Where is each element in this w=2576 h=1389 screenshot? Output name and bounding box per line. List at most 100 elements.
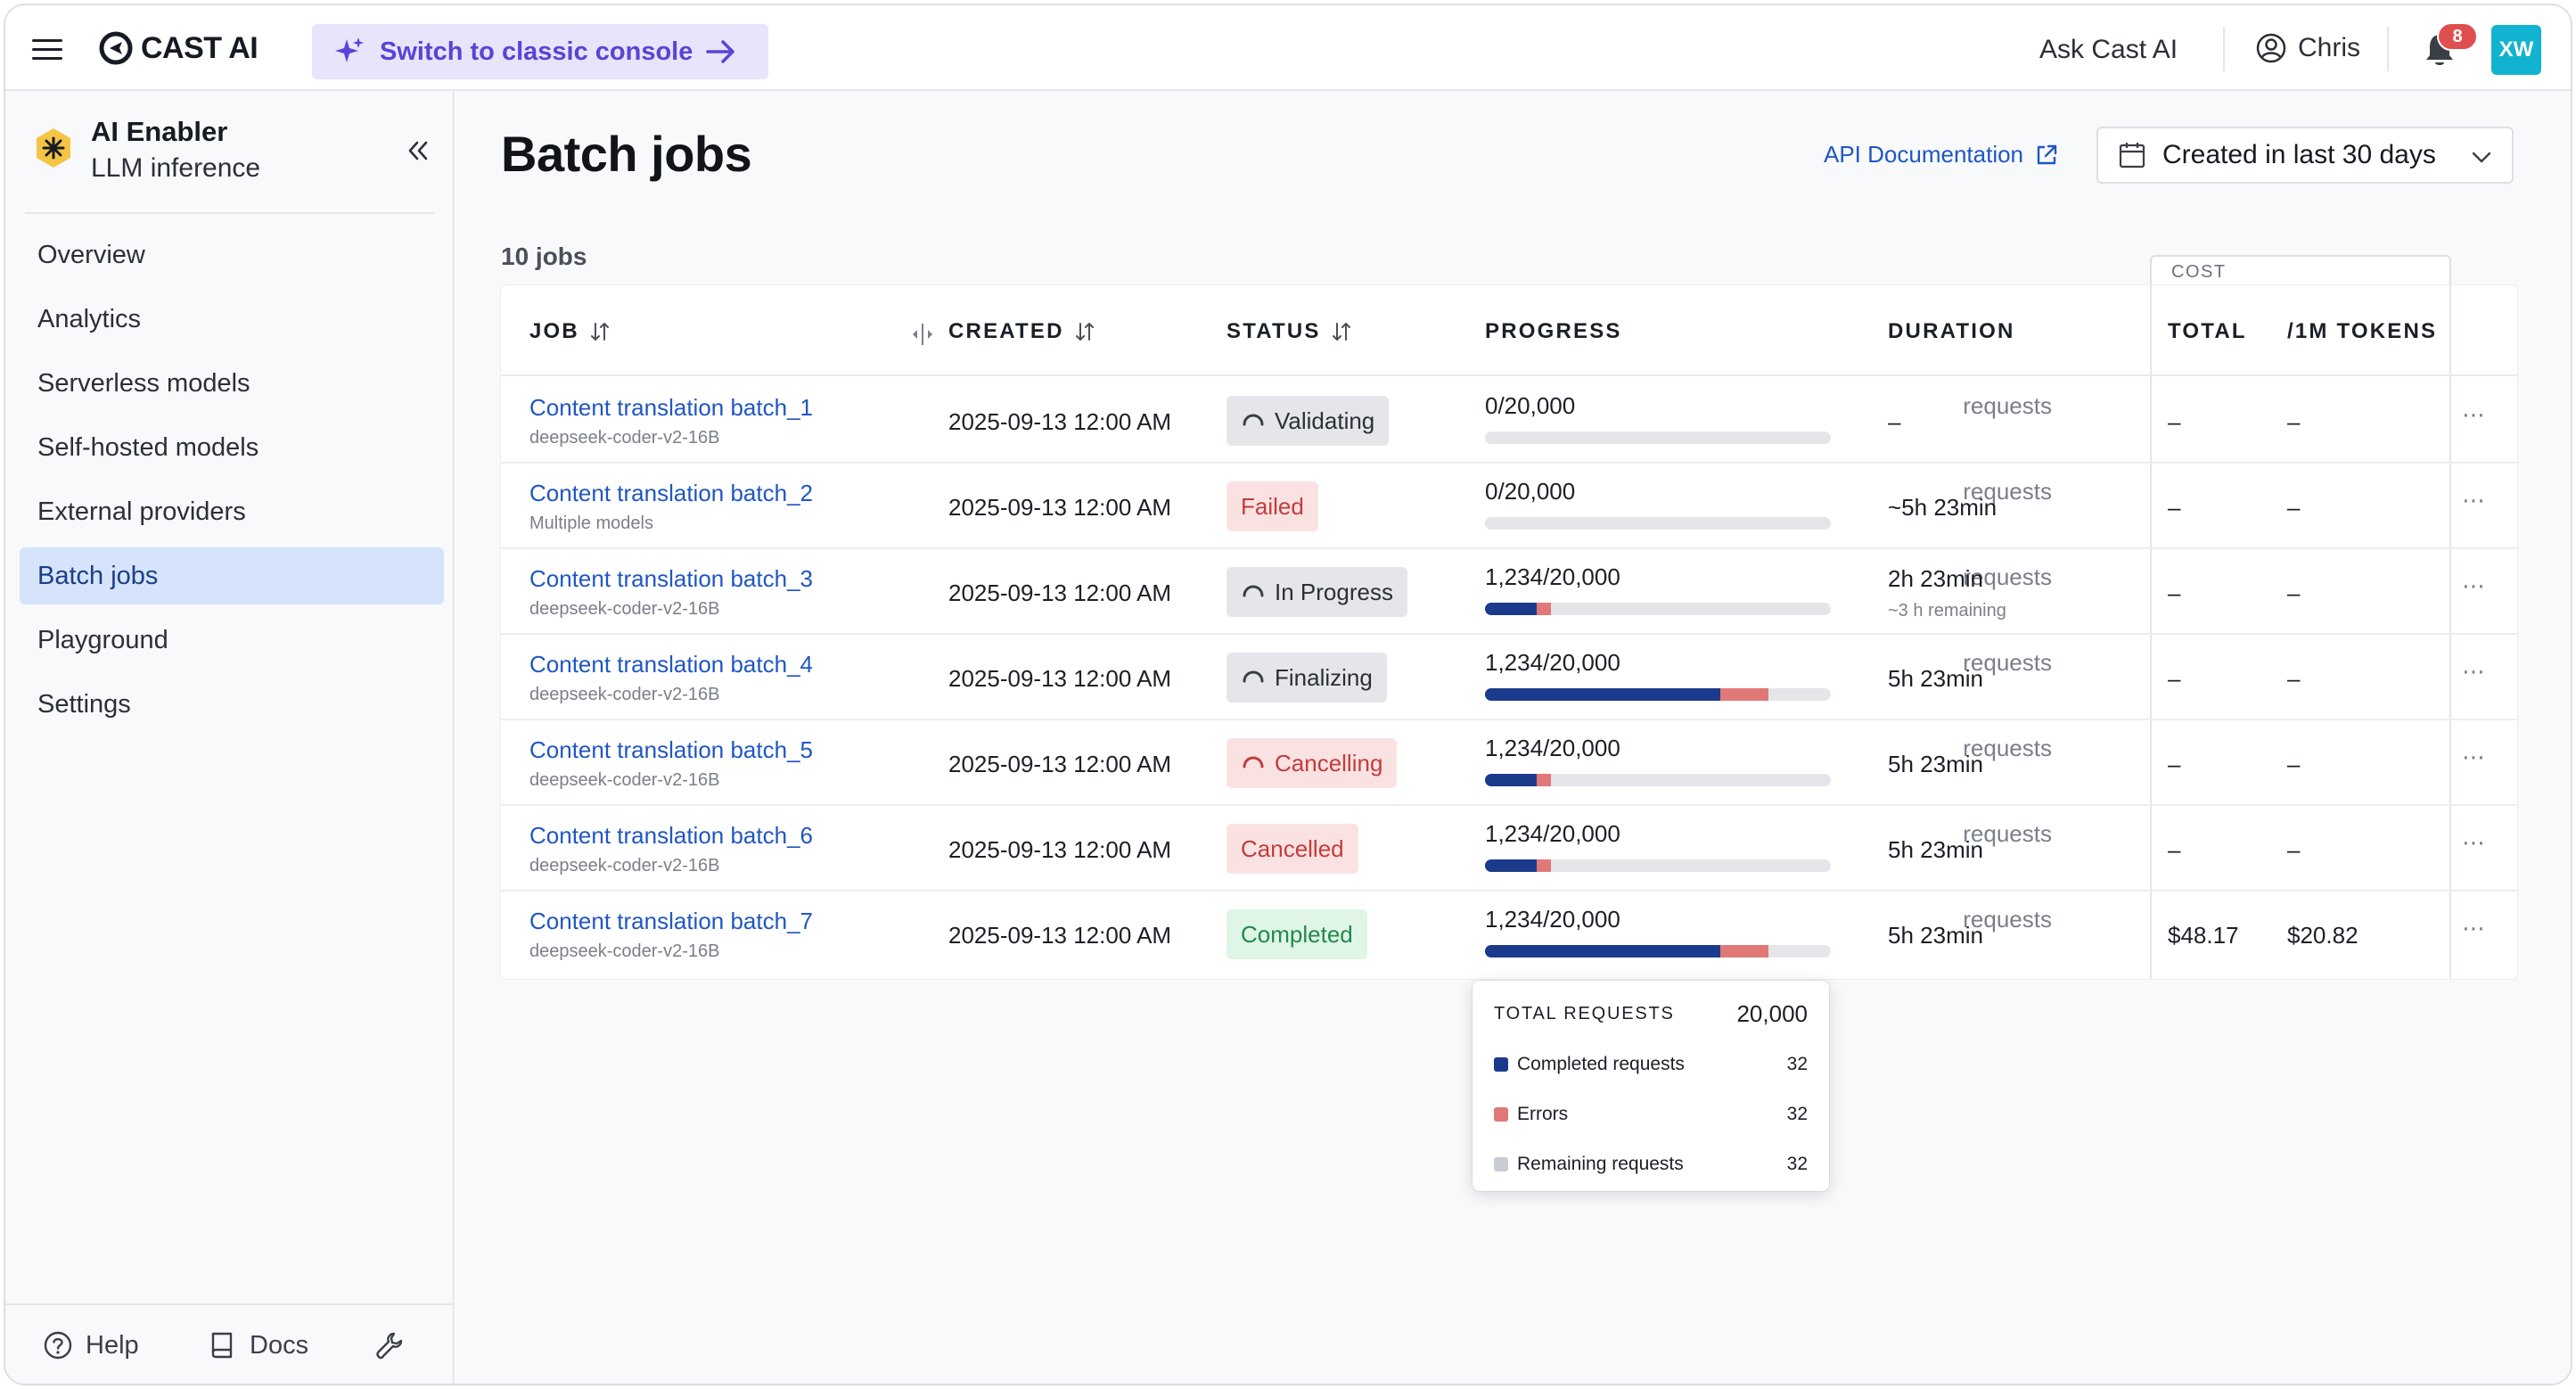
progress-bar[interactable] bbox=[1485, 774, 1831, 786]
more-actions-icon[interactable]: ⋯ bbox=[2462, 658, 2486, 685]
status-badge: Finalizing bbox=[1226, 653, 1387, 703]
progress-count: 0/20,000 bbox=[1485, 392, 1576, 419]
more-actions-icon[interactable]: ⋯ bbox=[2462, 744, 2486, 770]
progress-errors bbox=[1537, 859, 1551, 872]
progress-bar[interactable] bbox=[1485, 945, 1831, 958]
job-name-link[interactable]: Content translation batch_3 bbox=[529, 565, 813, 592]
job-count: 10 jobs bbox=[501, 242, 587, 270]
menu-icon[interactable] bbox=[32, 37, 62, 61]
progress-completed bbox=[1485, 945, 1720, 958]
column-header-created: CREATED bbox=[948, 319, 1096, 344]
cost-per-1m-tokens: – bbox=[2287, 579, 2301, 606]
created-date: 2025-09-13 12:00 AM bbox=[948, 494, 1172, 521]
more-actions-icon[interactable]: ⋯ bbox=[2462, 829, 2486, 856]
duration-value: 5h 23min bbox=[1888, 665, 1983, 692]
ask-cast-ai-button[interactable]: Ask Cast AI bbox=[2039, 35, 2178, 64]
docs-link[interactable]: Docs bbox=[209, 1330, 308, 1360]
job-model: deepseek-coder-v2-16B bbox=[529, 856, 720, 875]
arrow-right-icon bbox=[706, 40, 735, 63]
status-label: In Progress bbox=[1275, 578, 1393, 605]
tooltip-item-value: 32 bbox=[1786, 1054, 1808, 1074]
table-row: Content translation batch_3 deepseek-code… bbox=[501, 549, 2517, 635]
tooltip-item: Completed requests 32 bbox=[1494, 1054, 1808, 1075]
divider bbox=[2387, 27, 2389, 71]
column-header-job-label: JOB bbox=[529, 319, 579, 343]
cost-per-1m-tokens: – bbox=[2287, 665, 2301, 692]
cost-total: – bbox=[2168, 836, 2181, 863]
status-label: Finalizing bbox=[1275, 663, 1373, 691]
progress-errors bbox=[1537, 774, 1551, 786]
tooltip-item-value: 32 bbox=[1786, 1154, 1808, 1174]
column-resize-icon[interactable] bbox=[909, 321, 936, 348]
sidebar-item-settings[interactable]: Settings bbox=[37, 689, 131, 719]
job-model: deepseek-coder-v2-16B bbox=[529, 770, 720, 790]
progress-errors bbox=[1719, 945, 1769, 958]
legend-swatch bbox=[1494, 1157, 1508, 1171]
product-switcher[interactable]: AI Enabler LLM inference bbox=[32, 114, 260, 187]
switch-classic-console-button[interactable]: Switch to classic console bbox=[312, 24, 768, 79]
date-range-select[interactable]: Created in last 30 days bbox=[2096, 127, 2514, 184]
sidebar-item-overview[interactable]: Overview bbox=[37, 240, 145, 269]
collapse-sidebar-icon[interactable] bbox=[405, 137, 431, 164]
progress-bar[interactable] bbox=[1485, 603, 1831, 615]
tooltip-item: Remaining requests 32 bbox=[1494, 1154, 1808, 1175]
sort-icon[interactable] bbox=[1073, 320, 1096, 343]
progress-unit: requests bbox=[1963, 906, 2052, 933]
sidebar-item-playground[interactable]: Playground bbox=[37, 625, 168, 654]
progress-bar[interactable] bbox=[1485, 431, 1831, 444]
spinner-icon bbox=[1243, 414, 1264, 426]
batch-jobs-table: JOB CREATED STATUS bbox=[501, 285, 2517, 979]
spinner-icon bbox=[1243, 670, 1264, 683]
sidebar-item-external-providers[interactable]: External providers bbox=[37, 497, 246, 526]
column-header-created-label: CREATED bbox=[948, 319, 1064, 343]
sidebar-item-batch-jobs[interactable]: Batch jobs bbox=[20, 547, 444, 604]
job-model: deepseek-coder-v2-16B bbox=[529, 599, 720, 619]
job-name-link[interactable]: Content translation batch_4 bbox=[529, 651, 813, 678]
user-menu[interactable]: Chris bbox=[2255, 32, 2360, 64]
more-actions-icon[interactable]: ⋯ bbox=[2462, 487, 2486, 514]
duration-value: 5h 23min bbox=[1888, 751, 1983, 777]
api-documentation-link[interactable]: API Documentation bbox=[1824, 141, 2059, 168]
logo[interactable]: CAST AI bbox=[98, 30, 258, 66]
job-name-link[interactable]: Content translation batch_5 bbox=[529, 736, 813, 763]
more-actions-icon[interactable]: ⋯ bbox=[2462, 915, 2486, 941]
progress-bar[interactable] bbox=[1485, 517, 1831, 530]
column-header-job: JOB bbox=[529, 319, 611, 344]
progress-completed bbox=[1485, 603, 1538, 615]
sort-icon[interactable] bbox=[1330, 320, 1353, 343]
duration-value: 2h 23min bbox=[1888, 565, 1983, 592]
cost-total: $48.17 bbox=[2168, 922, 2239, 949]
column-divider bbox=[2449, 285, 2451, 979]
duration-value: ~5h 23min bbox=[1888, 494, 1998, 521]
progress-completed bbox=[1485, 688, 1720, 701]
progress-bar[interactable] bbox=[1485, 859, 1831, 872]
progress-bar[interactable] bbox=[1485, 688, 1831, 701]
progress-count: 1,234/20,000 bbox=[1485, 906, 1620, 933]
job-name-link[interactable]: Content translation batch_6 bbox=[529, 822, 813, 849]
cast-logo-icon bbox=[99, 31, 133, 65]
job-name-link[interactable]: Content translation batch_2 bbox=[529, 480, 813, 506]
wrench-icon[interactable] bbox=[374, 1330, 405, 1360]
more-actions-icon[interactable]: ⋯ bbox=[2462, 572, 2486, 599]
cost-total: – bbox=[2168, 665, 2181, 692]
sidebar-item-serverless-models[interactable]: Serverless models bbox=[37, 368, 250, 398]
external-link-icon bbox=[2037, 144, 2057, 164]
duration-remaining: ~3 h remaining bbox=[1888, 601, 2006, 621]
avatar[interactable]: XW bbox=[2491, 25, 2541, 75]
main-content: Batch jobs API Documentation Created in … bbox=[456, 91, 2571, 1384]
more-actions-icon[interactable]: ⋯ bbox=[2462, 401, 2486, 428]
help-label: Help bbox=[86, 1330, 139, 1360]
sort-icon[interactable] bbox=[588, 320, 611, 343]
cost-total: – bbox=[2168, 579, 2181, 606]
progress-unit: requests bbox=[1963, 392, 2052, 419]
sidebar-item-analytics[interactable]: Analytics bbox=[37, 304, 142, 333]
sidebar-item-self-hosted-models[interactable]: Self-hosted models bbox=[37, 432, 259, 462]
spinner-icon bbox=[1243, 756, 1264, 768]
table-row: Content translation batch_4 deepseek-code… bbox=[501, 635, 2517, 720]
progress-tooltip: TOTAL REQUESTS 20,000 Completed requests… bbox=[1473, 981, 1829, 1191]
job-name-link[interactable]: Content translation batch_1 bbox=[529, 394, 813, 421]
progress-unit: requests bbox=[1963, 820, 2052, 847]
job-name-link[interactable]: Content translation batch_7 bbox=[529, 908, 813, 934]
help-link[interactable]: Help bbox=[43, 1330, 139, 1360]
product-subtitle: LLM inference bbox=[91, 153, 261, 183]
